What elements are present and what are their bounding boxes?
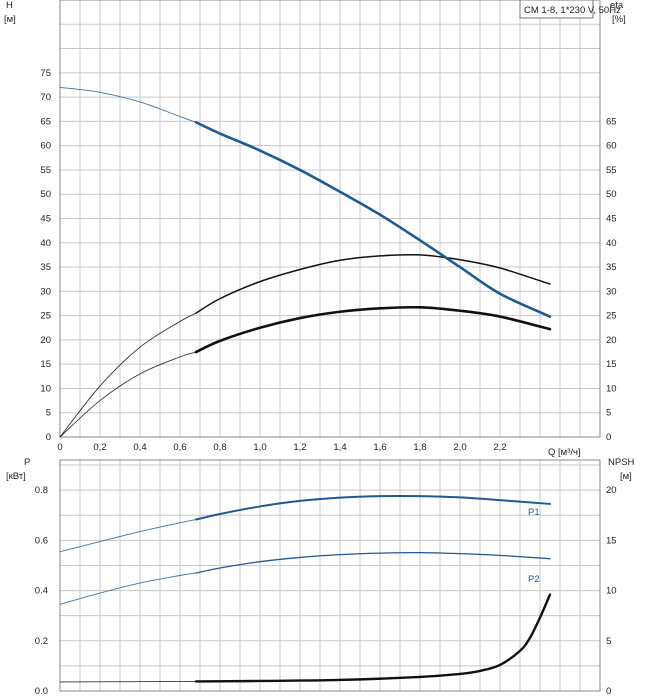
x-tick-label: 1,0 [253, 442, 266, 453]
chart-title: CM 1-8, 1*230 V, 50Hz [524, 5, 621, 16]
head-tick-label: 70 [40, 92, 51, 103]
head-tick-label: 30 [40, 286, 51, 297]
x-tick-label: 0,8 [213, 442, 226, 453]
npsh-tick-label: 0 [606, 686, 611, 697]
power-axis-unit: [кВт] [6, 471, 26, 482]
head-curve [194, 121, 552, 318]
head-curve-extrapolated [59, 86, 197, 123]
eta-curve-2-extrapolated [59, 351, 197, 438]
series-label-p1: P1 [528, 507, 540, 518]
head-tick-label: 25 [40, 311, 51, 322]
npsh-curve [194, 593, 552, 683]
plot-frame [59, 459, 601, 692]
head-tick-label: 55 [40, 165, 51, 176]
npsh-tick-label: 20 [606, 485, 617, 496]
head-tick-label: 75 [40, 68, 51, 79]
plot-frame [59, 0, 601, 438]
eta-curve-1 [195, 253, 551, 314]
eta-tick-label: 65 [606, 116, 617, 127]
head-axis-label: H [6, 0, 13, 11]
eta-tick-label: 15 [606, 359, 617, 370]
eta-axis-label: eta [610, 0, 624, 11]
power-tick-label: 0.8 [35, 485, 48, 496]
eta-tick-label: 0 [606, 432, 611, 443]
eta-tick-label: 45 [606, 214, 617, 225]
power-axis-label: P [24, 457, 30, 468]
p2-curve [195, 551, 551, 574]
x-tick-label: 1,2 [293, 442, 306, 453]
head-efficiency-ticks: 0 0,2 0,4 0,6 0,8 1,0 1,2 1,4 1,6 1,8 2,0 2,2 0 5 10 15… [40, 68, 616, 453]
npsh-tick-label: 15 [606, 535, 617, 546]
head-efficiency-grid [59, 0, 601, 438]
title-box [519, 0, 594, 19]
head-tick-label: 5 [46, 408, 51, 419]
series-label-p2: P2 [528, 574, 540, 585]
power-npsh-ticks: 0.0 0.2 0.4 0.6 0.8 0 5 10 15 20 [35, 485, 617, 697]
npsh-tick-label: 10 [606, 586, 617, 597]
flow-axis-label: Q [м³/ч] [548, 447, 581, 458]
eta-curve-2 [194, 305, 552, 354]
p2-curve-extrapolated [59, 572, 197, 605]
head-tick-label: 20 [40, 335, 51, 346]
eta-tick-label: 40 [606, 238, 617, 249]
eta-axis-unit: [%] [612, 14, 626, 25]
p1-curve [195, 494, 551, 521]
head-tick-label: 0 [46, 432, 51, 443]
head-tick-label: 40 [40, 238, 51, 249]
head-tick-label: 45 [40, 214, 51, 225]
eta-tick-label: 30 [606, 286, 617, 297]
eta-tick-label: 20 [606, 335, 617, 346]
eta-tick-label: 25 [606, 311, 617, 322]
power-tick-label: 0.0 [35, 686, 48, 697]
power-tick-label: 0.2 [35, 636, 48, 647]
x-tick-label: 0,6 [173, 442, 186, 453]
eta-tick-label: 10 [606, 383, 617, 394]
x-tick-label: 2,2 [493, 442, 506, 453]
x-tick-label: 0,4 [133, 442, 146, 453]
eta-tick-label: 55 [606, 165, 617, 176]
x-tick-label: 0 [57, 442, 62, 453]
npsh-axis-label: NPSH [608, 457, 635, 468]
head-tick-label: 15 [40, 359, 51, 370]
head-tick-label: 50 [40, 189, 51, 200]
head-tick-label: 35 [40, 262, 51, 273]
eta-tick-label: 50 [606, 189, 617, 200]
performance-curves [59, 86, 552, 683]
head-tick-label: 10 [40, 383, 51, 394]
x-tick-label: 1,6 [373, 442, 386, 453]
x-tick-label: 1,4 [333, 442, 346, 453]
head-axis-unit: [м] [4, 14, 16, 25]
power-npsh-grid [59, 459, 601, 692]
head-tick-label: 65 [40, 116, 51, 127]
head-tick-label: 60 [40, 141, 51, 152]
eta-tick-label: 35 [606, 262, 617, 273]
eta-tick-label: 60 [606, 141, 617, 152]
p1-curve-extrapolated [59, 519, 197, 553]
power-tick-label: 0.4 [35, 586, 48, 597]
x-tick-label: 2,0 [453, 442, 466, 453]
x-tick-label: 1,8 [413, 442, 426, 453]
eta-tick-label: 5 [606, 408, 611, 419]
x-tick-label: 0,2 [93, 442, 106, 453]
npsh-axis-unit: [м] [620, 471, 632, 482]
npsh-curve-extrapolated [59, 681, 197, 683]
power-tick-label: 0.6 [35, 535, 48, 546]
npsh-tick-label: 5 [606, 636, 611, 647]
eta-curve-1-extrapolated [59, 312, 197, 438]
